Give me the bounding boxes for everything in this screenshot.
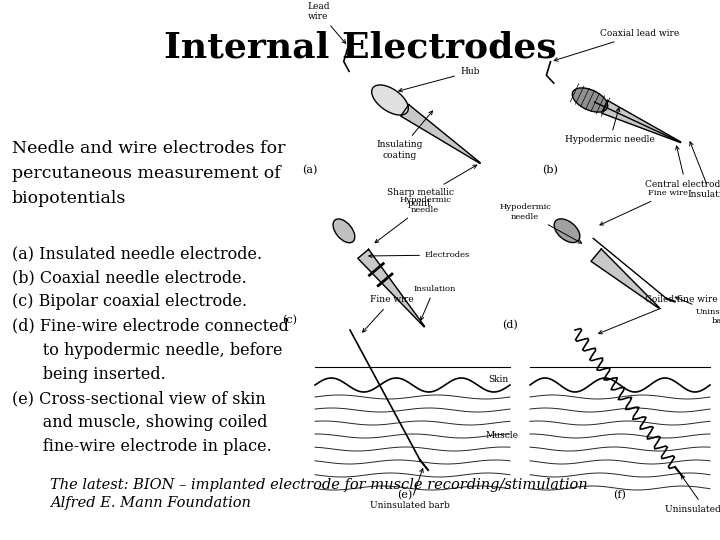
Text: Central electrode: Central electrode	[645, 146, 720, 189]
Text: Uninsulated
barb: Uninsulated barb	[675, 297, 720, 325]
Text: Coaxial lead wire: Coaxial lead wire	[554, 29, 680, 61]
Text: (e): (e)	[397, 490, 413, 500]
Text: Hypodermic
needle: Hypodermic needle	[375, 197, 451, 242]
Text: Needle and wire electrodes for
percutaneous measurement of
biopotentials: Needle and wire electrodes for percutane…	[12, 140, 286, 207]
Text: Sharp metallic
point: Sharp metallic point	[387, 165, 477, 208]
Text: Insulating
coating: Insulating coating	[377, 111, 433, 160]
Text: (a): (a)	[302, 165, 318, 175]
Text: Internal Electrodes: Internal Electrodes	[163, 30, 557, 64]
Text: Uninsulated barb: Uninsulated barb	[665, 475, 720, 514]
Text: (c): (c)	[282, 315, 297, 325]
Text: Hypodermic
needle: Hypodermic needle	[499, 204, 582, 243]
Text: Fine wire: Fine wire	[363, 295, 414, 332]
Text: Uninsulated barb: Uninsulated barb	[370, 469, 450, 510]
Text: Muscle: Muscle	[485, 430, 518, 440]
Text: Skin: Skin	[488, 375, 508, 383]
Text: (a) Insulated needle electrode.
(b) Coaxial needle electrode.
(c) Bipolar coaxia: (a) Insulated needle electrode. (b) Coax…	[12, 245, 289, 455]
Text: Lead
wire: Lead wire	[307, 2, 346, 43]
Text: The latest: BION – implanted electrode for muscle recording/stimulation
Alfred E: The latest: BION – implanted electrode f…	[50, 477, 588, 510]
Polygon shape	[358, 249, 425, 327]
Text: (d): (d)	[502, 320, 518, 330]
Text: Insulation: Insulation	[688, 142, 720, 199]
Text: (f): (f)	[613, 490, 626, 500]
Text: Coiled fine wire: Coiled fine wire	[598, 295, 718, 334]
Ellipse shape	[572, 88, 608, 112]
Text: (b): (b)	[542, 165, 558, 175]
Polygon shape	[401, 105, 480, 164]
Text: Fine wire: Fine wire	[600, 190, 688, 225]
Text: Hub: Hub	[399, 68, 480, 92]
Polygon shape	[591, 249, 660, 308]
Ellipse shape	[372, 85, 408, 115]
Text: Hypodermic needle: Hypodermic needle	[565, 107, 655, 145]
Ellipse shape	[554, 219, 580, 242]
Text: Electrodes: Electrodes	[369, 251, 470, 259]
Text: Insulation: Insulation	[413, 285, 456, 320]
Polygon shape	[601, 100, 681, 143]
Ellipse shape	[333, 219, 355, 243]
